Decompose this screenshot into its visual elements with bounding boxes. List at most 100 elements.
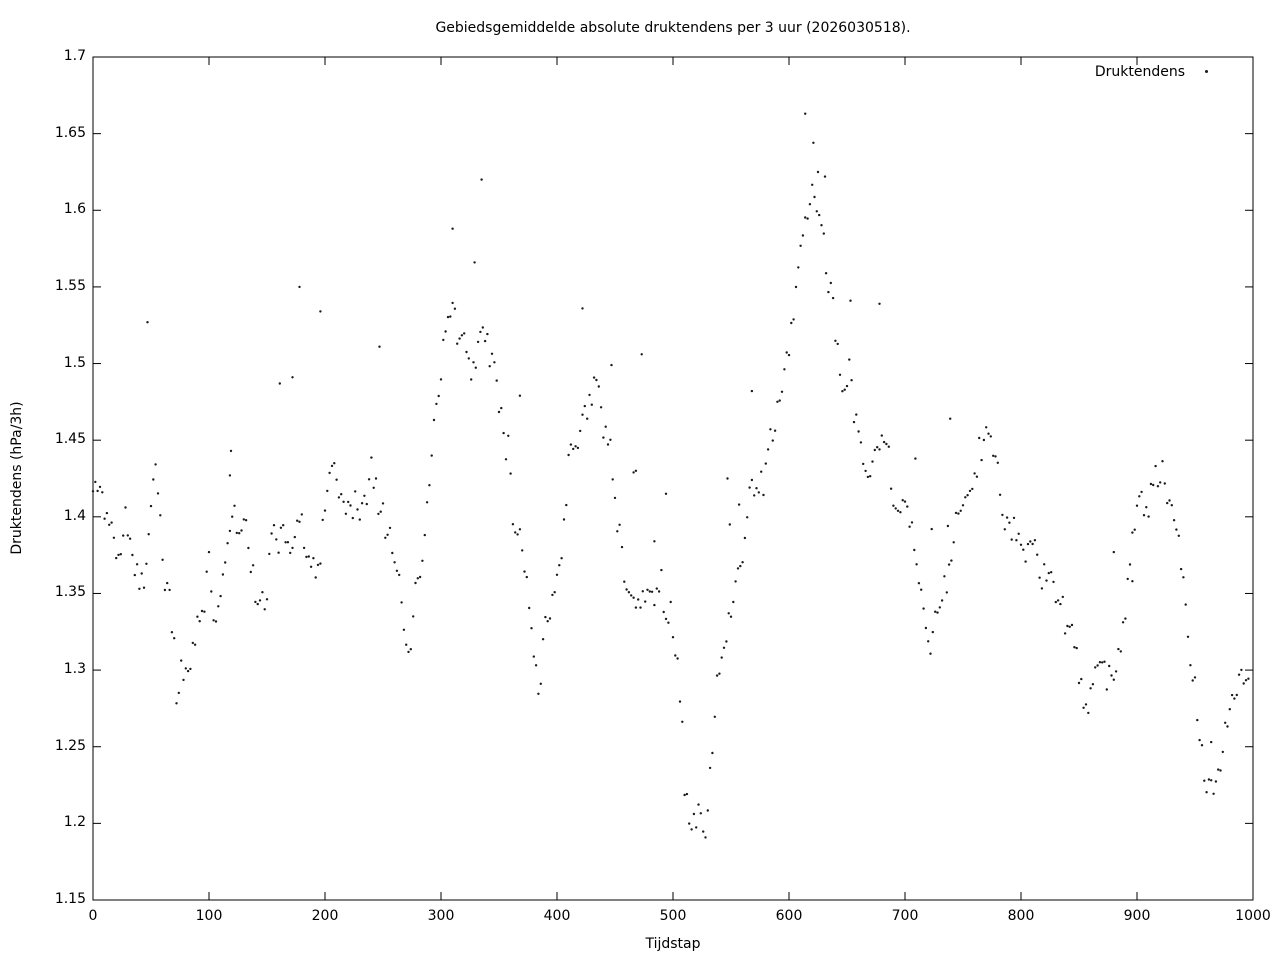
data-point — [690, 828, 693, 831]
data-point — [476, 340, 480, 344]
data-point — [1142, 514, 1146, 517]
data-point — [1105, 688, 1109, 691]
data-point — [1177, 534, 1181, 537]
data-point — [184, 667, 187, 670]
data-point — [1152, 483, 1155, 487]
plot-frame — [92, 56, 1254, 901]
data-point — [996, 461, 999, 464]
data-point — [876, 446, 879, 449]
data-point — [147, 533, 150, 536]
data-point — [650, 590, 654, 593]
data-point — [1110, 674, 1113, 677]
data-point — [1054, 600, 1058, 604]
data-point — [470, 378, 473, 381]
data-point — [442, 338, 445, 342]
data-point — [1094, 666, 1097, 669]
data-point — [597, 385, 600, 388]
data-point — [226, 542, 229, 545]
data-point — [695, 826, 698, 829]
data-point — [400, 601, 403, 604]
data-point — [664, 492, 668, 495]
data-point — [335, 478, 338, 481]
data-point — [930, 527, 933, 531]
data-point — [776, 400, 779, 403]
data-point — [936, 611, 939, 614]
data-point — [254, 600, 257, 604]
data-point — [381, 502, 385, 505]
data-point — [778, 399, 781, 402]
x-tick-label: 900 — [1123, 908, 1151, 924]
data-point — [1082, 706, 1085, 709]
data-point — [479, 330, 482, 334]
data-point — [328, 471, 331, 475]
data-point — [1126, 577, 1129, 581]
legend-marker-dot — [1205, 70, 1208, 73]
data-point — [845, 384, 849, 388]
data-point — [862, 462, 865, 466]
data-point — [1043, 563, 1046, 566]
data-point — [333, 462, 336, 465]
y-tick-label: 1.55 — [54, 277, 86, 294]
data-point — [124, 506, 127, 509]
data-point — [894, 507, 897, 510]
data-point — [634, 606, 638, 609]
data-point — [214, 620, 218, 623]
data-point — [465, 350, 468, 354]
data-point — [864, 469, 867, 473]
data-point — [490, 352, 494, 355]
data-point — [1205, 791, 1208, 794]
data-point — [298, 285, 301, 289]
data-point — [697, 803, 700, 806]
y-tick-label: 1.6 — [63, 201, 86, 218]
data-point — [326, 489, 329, 493]
x-tick-label: 1000 — [1235, 908, 1271, 924]
data-point — [321, 518, 324, 522]
data-point — [514, 531, 517, 534]
y-tick-label: 1.65 — [54, 124, 86, 141]
data-point — [949, 417, 952, 420]
data-point — [579, 429, 582, 433]
x-tick-label: 0 — [88, 908, 98, 924]
data-point — [358, 518, 361, 521]
data-point — [562, 518, 566, 521]
data-point — [344, 512, 348, 515]
data-point — [653, 540, 656, 543]
data-point — [850, 379, 853, 382]
data-point — [766, 448, 770, 451]
data-point — [378, 345, 381, 348]
data-point — [625, 588, 628, 591]
data-point — [256, 602, 259, 606]
data-point — [1217, 768, 1220, 771]
data-point — [743, 536, 747, 540]
data-point — [1114, 670, 1118, 673]
data-point — [224, 561, 227, 564]
data-point — [286, 541, 290, 544]
data-point — [384, 536, 387, 539]
data-point — [813, 195, 816, 199]
data-point — [943, 575, 946, 578]
data-point — [820, 224, 823, 227]
data-point — [238, 532, 241, 535]
data-point — [1191, 679, 1194, 682]
data-point — [210, 590, 213, 593]
data-point — [613, 496, 617, 500]
data-point — [534, 664, 538, 667]
data-point — [340, 493, 343, 496]
data-point — [119, 553, 123, 556]
data-point — [952, 541, 955, 544]
data-point — [915, 563, 918, 566]
data-point — [296, 519, 299, 522]
data-point — [616, 530, 619, 533]
data-point — [734, 580, 737, 583]
data-point — [783, 368, 786, 371]
data-point — [198, 620, 201, 623]
data-point — [425, 501, 429, 504]
data-point — [483, 339, 487, 343]
data-point — [836, 342, 839, 346]
data-point — [648, 590, 651, 593]
y-tick-label: 1.15 — [54, 891, 86, 907]
data-point — [309, 565, 313, 568]
data-point — [423, 533, 426, 537]
data-point — [973, 472, 976, 475]
data-point — [753, 494, 756, 497]
